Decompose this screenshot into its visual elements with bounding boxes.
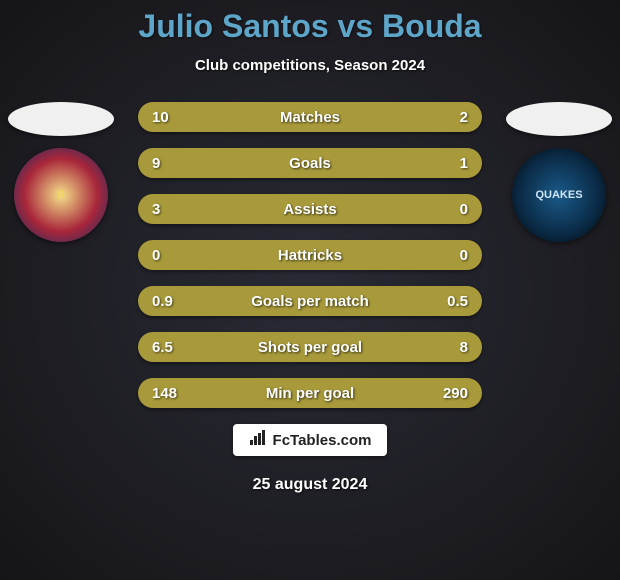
- stat-left-value: 0: [152, 247, 192, 264]
- page-subtitle: Club competitions, Season 2024: [0, 57, 620, 74]
- stat-row: 3 Assists 0: [138, 194, 482, 224]
- stat-label: Matches: [192, 109, 428, 126]
- right-player-badge: QUAKES: [506, 102, 612, 242]
- player-ellipse-right: [506, 102, 612, 136]
- stat-left-value: 0.9: [152, 293, 192, 310]
- stat-row: 9 Goals 1: [138, 148, 482, 178]
- stat-row: 0.9 Goals per match 0.5: [138, 286, 482, 316]
- chart-icon: [249, 430, 267, 450]
- club-logo-right: QUAKES: [512, 148, 606, 242]
- stat-right-value: 0: [428, 201, 468, 218]
- stat-right-value: 290: [428, 385, 468, 402]
- branding-text: FcTables.com: [273, 432, 372, 449]
- stat-label: Goals: [192, 155, 428, 172]
- stat-row: 148 Min per goal 290: [138, 378, 482, 408]
- club-logo-left-label: R: [57, 189, 65, 201]
- left-player-badge: R: [8, 102, 114, 242]
- comparison-area: R QUAKES 10 Matches 2 9 Goals 1 3 Assist…: [0, 102, 620, 408]
- branding-badge: FcTables.com: [233, 424, 388, 456]
- stat-label: Hattricks: [192, 247, 428, 264]
- stat-label: Min per goal: [192, 385, 428, 402]
- player-ellipse-left: [8, 102, 114, 136]
- stat-right-value: 0: [428, 247, 468, 264]
- stat-label: Shots per goal: [192, 339, 428, 356]
- club-logo-right-label: QUAKES: [535, 189, 582, 201]
- footer: FcTables.com 25 august 2024: [0, 424, 620, 494]
- stat-row: 0 Hattricks 0: [138, 240, 482, 270]
- stat-left-value: 9: [152, 155, 192, 172]
- stat-right-value: 2: [428, 109, 468, 126]
- stat-label: Goals per match: [192, 293, 428, 310]
- club-logo-left: R: [14, 148, 108, 242]
- stat-left-value: 3: [152, 201, 192, 218]
- stat-row: 10 Matches 2: [138, 102, 482, 132]
- stat-left-value: 148: [152, 385, 192, 402]
- footer-date: 25 august 2024: [0, 476, 620, 494]
- stat-label: Assists: [192, 201, 428, 218]
- page-title: Julio Santos vs Bouda: [0, 8, 620, 45]
- header: Julio Santos vs Bouda Club competitions,…: [0, 0, 620, 74]
- stat-left-value: 6.5: [152, 339, 192, 356]
- stat-right-value: 8: [428, 339, 468, 356]
- stat-right-value: 0.5: [428, 293, 468, 310]
- stat-right-value: 1: [428, 155, 468, 172]
- stat-left-value: 10: [152, 109, 192, 126]
- stats-table: 10 Matches 2 9 Goals 1 3 Assists 0 0 Hat…: [138, 102, 482, 408]
- stat-row: 6.5 Shots per goal 8: [138, 332, 482, 362]
